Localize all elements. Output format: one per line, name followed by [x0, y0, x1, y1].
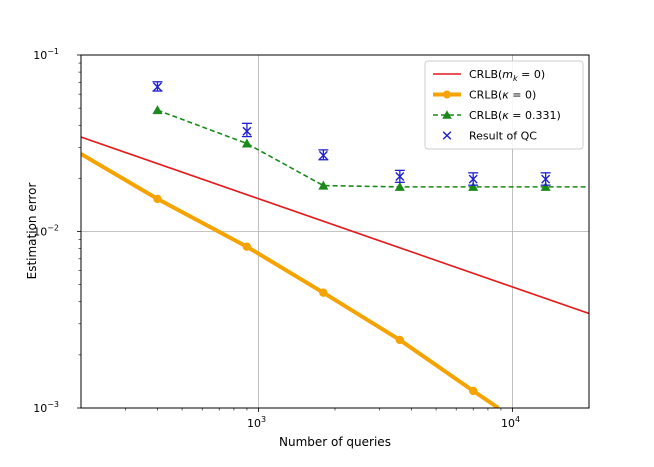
legend-label: CRLB(κ = 0) — [469, 89, 536, 102]
triangle-marker — [241, 138, 252, 148]
y-tick-label: 10−3 — [33, 400, 59, 415]
x-marker — [242, 126, 252, 136]
legend-box — [424, 60, 584, 150]
triangle-marker — [394, 181, 405, 191]
x-marker — [541, 174, 551, 184]
triangle-marker — [540, 181, 551, 191]
legend-label: CRLB(κ = 0.331) — [469, 109, 561, 122]
triangle-marker — [152, 105, 163, 115]
circle-marker — [443, 90, 451, 99]
legend: CRLB(mk = 0) CRLB(κ = 0) CRLB(κ = 0.331) Re… — [424, 60, 584, 150]
x-axis-label: Number of queries — [279, 435, 391, 449]
triangle-marker — [442, 110, 452, 119]
legend-label: CRLB(mk = 0) — [469, 68, 545, 83]
y-axis-label: Estimation error — [25, 183, 39, 280]
circle-marker — [468, 386, 478, 396]
x-marker — [442, 131, 452, 140]
x-marker — [152, 82, 162, 92]
circle-marker — [395, 335, 405, 345]
triangle-marker — [318, 180, 329, 190]
circle-marker — [319, 288, 328, 297]
series-line-0 — [81, 136, 589, 315]
x-marker — [468, 174, 478, 184]
circle-marker — [153, 194, 162, 204]
y-tick-label: 10−1 — [33, 47, 59, 62]
triangle-marker — [468, 181, 479, 191]
circle-marker — [242, 242, 252, 251]
legend-label: Result of QC — [469, 130, 537, 143]
x-marker — [395, 171, 405, 181]
x-marker — [318, 150, 328, 160]
x-tick-label: 103 — [247, 415, 266, 430]
marker-layer — [152, 81, 551, 396]
x-tick-label: 104 — [501, 415, 520, 430]
series-line-1 — [81, 152, 500, 408]
